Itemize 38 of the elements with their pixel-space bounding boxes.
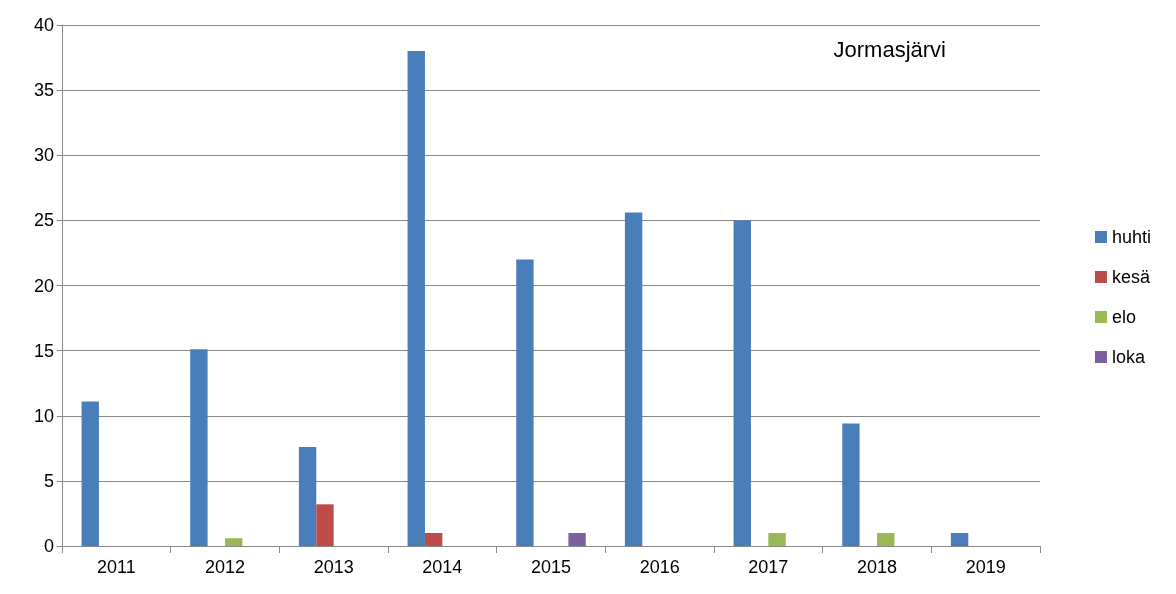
y-tick-label: 40 <box>33 15 54 35</box>
bar <box>407 51 425 546</box>
y-tick-label: 25 <box>33 210 54 231</box>
bar <box>316 504 334 546</box>
y-tick-label: 5 <box>43 470 54 491</box>
y-tick-label: 35 <box>33 80 54 101</box>
legend-label: loka <box>1111 347 1146 367</box>
bar <box>877 532 895 546</box>
bar <box>624 212 643 546</box>
x-tick-label: 2015 <box>530 557 572 577</box>
x-tick-label: 2019 <box>965 557 1006 577</box>
annotation: Jormasjärvi <box>833 36 947 62</box>
x-tick-label: 2013 <box>313 557 354 577</box>
y-tick-label: 30 <box>33 145 54 166</box>
bar <box>225 538 243 546</box>
bar <box>842 423 860 546</box>
y-tick-label: 0 <box>43 536 54 556</box>
bar <box>424 532 443 546</box>
bar <box>190 349 208 546</box>
bar <box>298 447 317 546</box>
bar <box>950 532 969 546</box>
x-tick-label: 2017 <box>748 557 789 577</box>
bar <box>733 220 751 546</box>
x-tick-label: 2012 <box>204 557 246 577</box>
x-tick-label: 2014 <box>422 557 463 577</box>
y-tick-label: 20 <box>33 275 54 296</box>
x-tick-label: 2018 <box>856 557 898 577</box>
y-tick-label: 15 <box>33 340 54 361</box>
legend-label: huhti <box>1111 227 1152 247</box>
y-tick-label: 10 <box>33 405 54 426</box>
bar <box>568 532 586 546</box>
bar <box>516 259 534 546</box>
x-tick-label: 2011 <box>96 557 136 577</box>
legend-label: kesä <box>1111 267 1151 287</box>
bar <box>768 532 786 546</box>
bar <box>81 401 99 546</box>
legend-label: elo <box>1111 307 1136 327</box>
x-tick-label: 2016 <box>639 557 680 577</box>
